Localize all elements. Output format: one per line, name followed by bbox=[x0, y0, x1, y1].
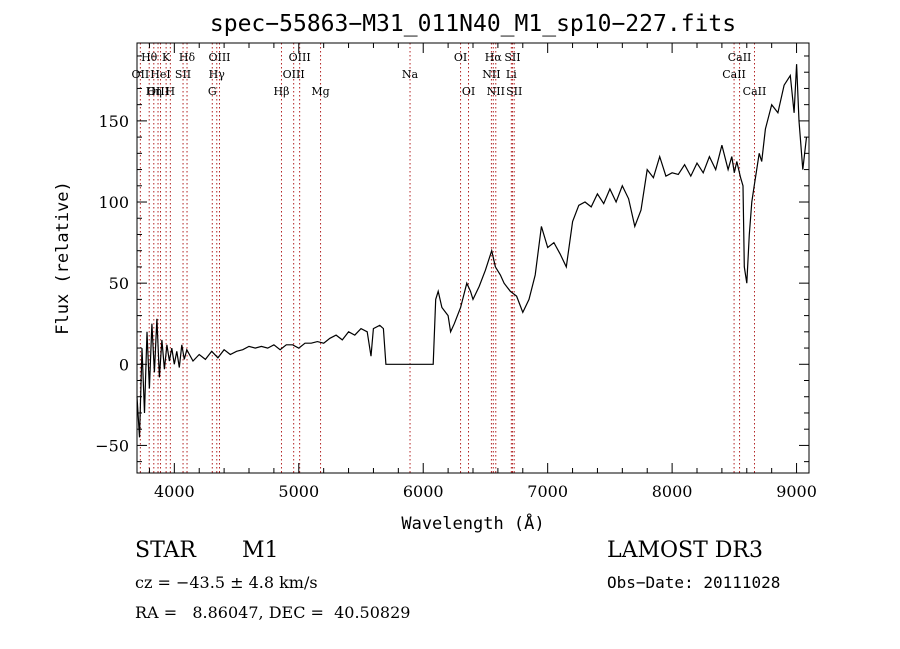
y-tick-label-4: 150 bbox=[98, 112, 129, 131]
x-axis-label: Wavelength (Å) bbox=[401, 512, 544, 534]
line-label-15: Mg bbox=[311, 85, 329, 98]
obs-date: Obs−Date: 20111028 bbox=[607, 573, 781, 592]
line-label-1: OII bbox=[132, 68, 150, 81]
line-label-6: Hδ bbox=[179, 51, 196, 64]
line-label-26: CaII bbox=[722, 68, 746, 81]
line-label-27: CaII bbox=[743, 85, 767, 98]
line-label-16: Na bbox=[402, 68, 419, 81]
survey-name: LAMOST DR3 bbox=[607, 538, 763, 563]
line-label-0: Hθ bbox=[141, 51, 158, 64]
line-label-8: H bbox=[166, 85, 176, 98]
line-label-14: Hβ bbox=[274, 85, 290, 98]
y-tick-label-2: 50 bbox=[109, 274, 129, 293]
line-label-25: CaII bbox=[728, 51, 752, 64]
line-label-20: NII bbox=[482, 68, 500, 81]
line-label-24: SII bbox=[506, 85, 522, 98]
line-label-4: HeI bbox=[150, 68, 170, 81]
line-label-12: OIII bbox=[289, 51, 311, 64]
line-label-22: SII bbox=[504, 51, 520, 64]
y-axis: −50 0 50 100 150 bbox=[95, 55, 809, 463]
object-class: STAR bbox=[135, 538, 196, 563]
velocity-readout: cz = −43.5 ± 4.8 km/s bbox=[135, 573, 318, 592]
line-label-18: OI bbox=[462, 85, 475, 98]
coordinates-readout: RA = 8.86047, DEC = 40.50829 bbox=[135, 603, 411, 622]
x-tick-label-5: 9000 bbox=[776, 482, 817, 501]
line-label-3: K bbox=[162, 51, 171, 64]
y-tick-label-3: 100 bbox=[98, 193, 129, 212]
y-axis-label: Flux (relative) bbox=[53, 181, 73, 335]
line-label-13: OIII bbox=[283, 68, 305, 81]
x-tick-label-0: 4000 bbox=[154, 482, 195, 501]
object-subclass: M1 bbox=[242, 538, 279, 563]
x-tick-label-1: 5000 bbox=[278, 482, 319, 501]
line-label-19: Hα bbox=[485, 51, 503, 64]
line-label-11: G bbox=[208, 85, 217, 98]
y-tick-label-1: 0 bbox=[119, 355, 129, 374]
line-label-10: Hγ bbox=[209, 68, 226, 81]
emission-line-markers bbox=[139, 43, 755, 473]
line-label-21: NII bbox=[487, 85, 505, 98]
line-label-2: OIII bbox=[147, 85, 169, 98]
x-axis: 4000 5000 6000 7000 8000 9000 bbox=[148, 43, 817, 501]
spectrum-series bbox=[136, 64, 808, 438]
spectrum-line bbox=[136, 64, 808, 438]
plot-frame bbox=[136, 42, 810, 474]
line-label-9: OIII bbox=[208, 51, 230, 64]
chart-title: spec−55863−M31_011N40_M1_sp10−227.fits bbox=[210, 11, 736, 37]
line-label-17: OI bbox=[454, 51, 467, 64]
x-tick-label-3: 7000 bbox=[527, 482, 568, 501]
x-tick-label-2: 6000 bbox=[403, 482, 444, 501]
line-label-7: SII bbox=[175, 68, 191, 81]
line-label-5: Hη bbox=[146, 85, 162, 98]
x-tick-label-4: 8000 bbox=[652, 482, 693, 501]
line-label-23: Li bbox=[506, 68, 517, 81]
y-tick-label-0: −50 bbox=[95, 436, 129, 455]
